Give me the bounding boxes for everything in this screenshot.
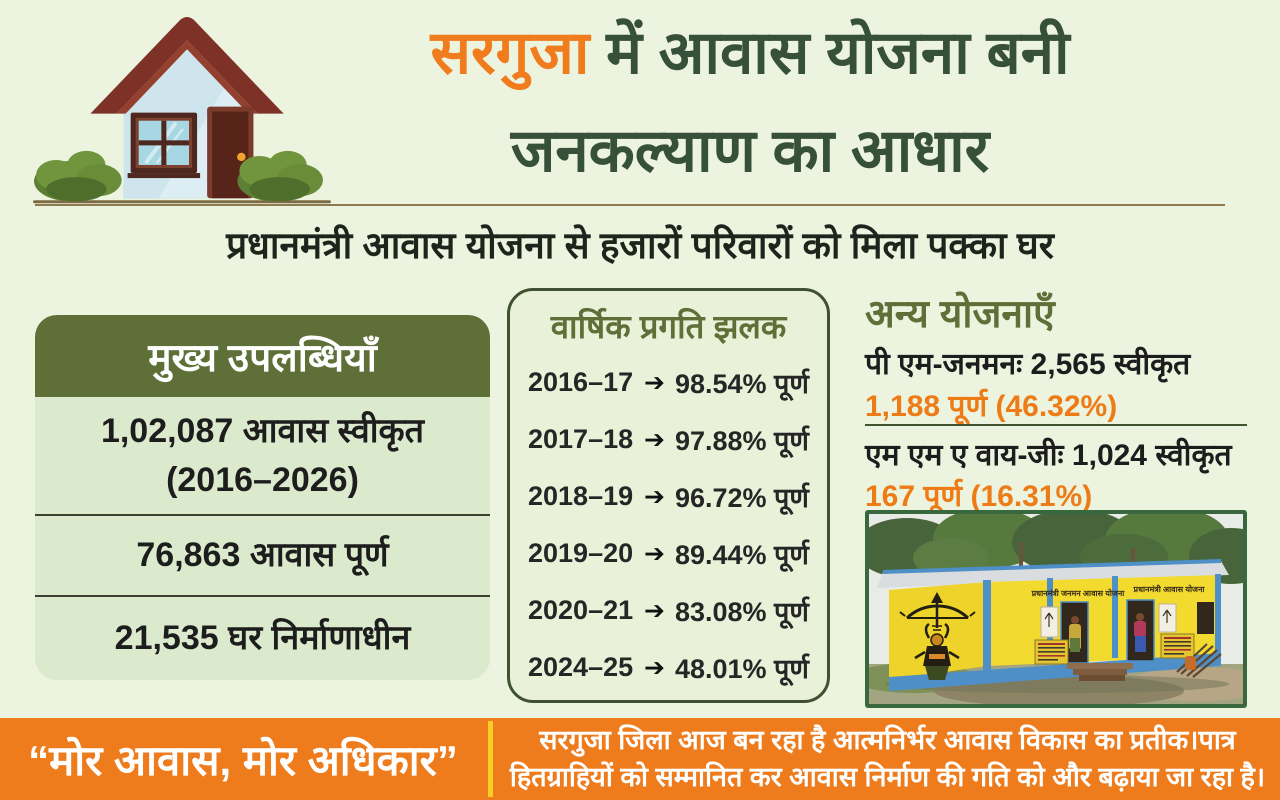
- title-line-1-rest: में आवास योजना बनी: [589, 19, 1070, 86]
- footer-description-line-2: हितग्राहियों को सम्मानित कर आवास निर्माण…: [509, 762, 1266, 792]
- other-schemes-title: अन्य योजनाएँ: [865, 293, 1055, 336]
- footer-description: सरगुजा जिला आज बन रहा है आत्मनिर्भर आवास…: [500, 718, 1275, 800]
- title-highlight: सरगुजा: [430, 19, 590, 86]
- doorway-right: [1126, 599, 1155, 662]
- footer-quote: “मोर आवास, मोर अधिकार”: [28, 736, 458, 784]
- title-line-2: जनकल्याण का आधार: [510, 117, 990, 184]
- progress-row: 2018–19 ➔ 96.72% पूर्ण: [510, 468, 827, 525]
- row-divider: [35, 595, 490, 598]
- yearly-progress-panel: वार्षिक प्रगति झलक 2016–17 ➔ 98.54% पूर्…: [507, 288, 830, 703]
- wall-text-left: प्रधानमंत्री जनमन आवास योजना: [1031, 588, 1126, 598]
- scheme-pm-janman-approved: पी एम-जनमनः 2,565 स्वीकृत: [865, 348, 1191, 381]
- window: [127, 112, 201, 179]
- achievement-sanctioned-value: 1,02,087 आवास स्वीकृत: [100, 411, 425, 450]
- progress-year: 2018–19: [528, 481, 634, 511]
- progress-value: 48.01% पूर्ण: [674, 654, 809, 684]
- arrow-right-icon: ➔: [644, 653, 665, 682]
- yearly-progress-list: 2016–17 ➔ 98.54% पूर्ण 2017–18 ➔ 97.88% …: [510, 354, 827, 696]
- scheme-divider: [865, 424, 1247, 426]
- footer-band: “मोर आवास, मोर अधिकार” सरगुजा जिला आज बन…: [0, 718, 1280, 800]
- bow-arrow-mural: [899, 592, 976, 631]
- progress-value: 96.72% पूर्ण: [674, 483, 809, 513]
- ground-line: [33, 200, 331, 204]
- bush-right: [237, 150, 323, 202]
- scheme-pm-janman-completed: 1,188 पूर्ण (46.32%): [865, 390, 1118, 423]
- progress-value: 83.08% पूर्ण: [674, 597, 809, 627]
- awas-building: प्रधानमंत्री जनमन आवास योजना प्रधानमंत्र…: [877, 559, 1229, 691]
- steps: [1067, 663, 1133, 681]
- house-icon: [28, 8, 340, 208]
- progress-year: 2019–20: [528, 538, 634, 568]
- subtitle: प्रधानमंत्री आवास योजना से हजारों परिवार…: [226, 225, 1054, 266]
- achievements-body: 1,02,087 आवास स्वीकृत (2016–2026) 76,863…: [35, 397, 490, 680]
- progress-row: 2019–20 ➔ 89.44% पूर्ण: [510, 525, 827, 582]
- progress-year: 2024–25: [528, 652, 634, 682]
- tribal-figure-mural: [914, 622, 960, 680]
- progress-row: 2020–21 ➔ 83.08% पूर्ण: [510, 582, 827, 639]
- achievements-panel: मुख्य उपलब्धियाँ 1,02,087 आवास स्वीकृत (…: [35, 315, 490, 680]
- achievement-row-under-construction: 21,535 घर निर्माणाधीन: [114, 619, 411, 658]
- progress-year: 2017–18: [528, 424, 634, 454]
- title-line-1: सरगुजा में आवास योजना बनी: [300, 4, 1200, 102]
- progress-value: 89.44% पूर्ण: [674, 540, 809, 570]
- yearly-progress-title: वार्षिक प्रगति झलक: [550, 308, 787, 345]
- footer-description-line-1: सरगुजा जिला आज बन रहा है आत्मनिर्भर आवास…: [539, 725, 1236, 755]
- page-title: सरगुजा में आवास योजना बनी जनकल्याण का आध…: [300, 4, 1200, 200]
- achievement-row-sanctioned: 1,02,087 आवास स्वीकृत (2016–2026): [35, 397, 490, 514]
- achievement-sanctioned-period: (2016–2026): [166, 460, 359, 499]
- arrow-right-icon: ➔: [644, 482, 665, 511]
- bush-left: [34, 150, 122, 202]
- scheme-mmayg-completed: 167 पूर्ण (16.31%): [865, 480, 1093, 513]
- achievement-row-completed: 76,863 आवास पूर्ण: [136, 536, 389, 575]
- arrow-right-icon: ➔: [644, 596, 665, 625]
- wall-text-right: प्रधानमंत्री आवास योजना: [1133, 584, 1206, 594]
- footer-vertical-divider: [488, 721, 493, 797]
- progress-value: 97.88% पूर्ण: [674, 426, 809, 456]
- arrow-right-icon: ➔: [644, 539, 665, 568]
- progress-row: 2016–17 ➔ 98.54% पूर्ण: [510, 354, 827, 411]
- scheme-mmayg-approved: एम एम ए वाय-जीः 1,024 स्वीकृत: [865, 439, 1232, 472]
- progress-row: 2017–18 ➔ 97.88% पूर्ण: [510, 411, 827, 468]
- achievements-title: मुख्य उपलब्धियाँ: [35, 315, 490, 397]
- wall-boards: [1034, 602, 1214, 665]
- progress-value: 98.54% पूर्ण: [674, 369, 809, 399]
- row-divider: [35, 514, 490, 517]
- arrow-right-icon: ➔: [644, 368, 665, 397]
- progress-row: 2024–25 ➔ 48.01% पूर्ण: [510, 639, 827, 696]
- building-photo: प्रधानमंत्री जनमन आवास योजना प्रधानमंत्र…: [865, 510, 1247, 708]
- arrow-right-icon: ➔: [644, 425, 665, 454]
- progress-year: 2020–21: [528, 595, 634, 625]
- header-divider-line: [35, 204, 1225, 206]
- firewood-pile: [1176, 643, 1222, 678]
- progress-year: 2016–17: [528, 367, 634, 397]
